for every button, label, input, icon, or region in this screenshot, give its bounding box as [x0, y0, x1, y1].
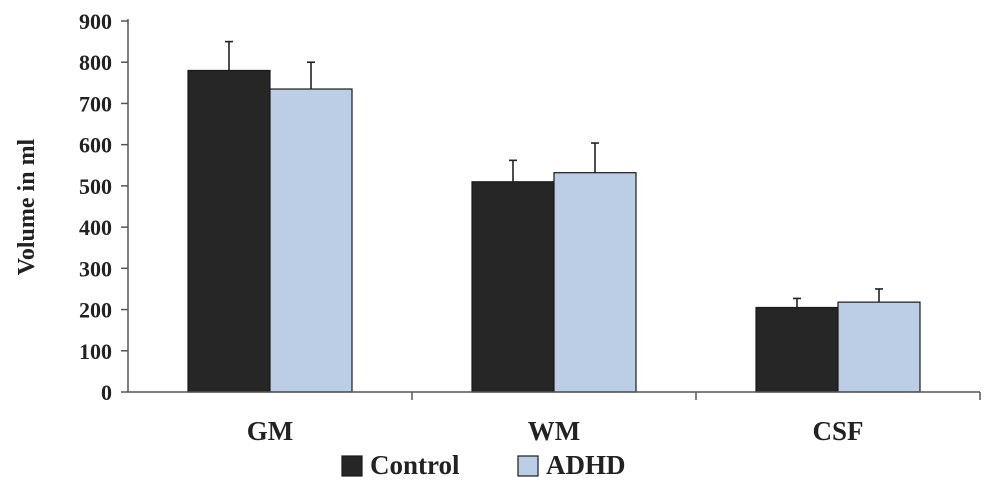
- y-tick-label: 100: [79, 339, 112, 364]
- x-category-label: CSF: [812, 416, 863, 446]
- x-category-label: WM: [528, 416, 580, 446]
- y-tick-label: 0: [101, 380, 112, 405]
- x-category-label: GM: [247, 416, 294, 446]
- y-tick-label: 300: [79, 256, 112, 281]
- y-axis-ticks: 0 100 200 300 400 500 600 700 800 900: [79, 9, 128, 405]
- y-axis-title: Volume in ml: [14, 138, 40, 275]
- bar-adhd-wm: [553, 172, 637, 393]
- legend-label-adhd: ADHD: [546, 450, 626, 480]
- bar-control-gm: [187, 69, 271, 393]
- bar-adhd-csf: [837, 301, 921, 393]
- legend-swatch-adhd: [517, 455, 539, 477]
- bar-adhd-gm: [269, 88, 353, 393]
- y-tick-label: 200: [79, 298, 112, 323]
- y-tick-label: 400: [79, 215, 112, 240]
- legend-label-control: Control: [370, 450, 460, 480]
- bar-control-wm: [471, 181, 555, 393]
- bar-control-csf: [755, 306, 839, 393]
- y-tick-label: 800: [79, 50, 112, 75]
- y-tick-label: 600: [79, 133, 112, 158]
- axes: [127, 19, 981, 400]
- legend-swatch-control: [341, 455, 363, 477]
- y-tick-label: 700: [79, 91, 112, 116]
- bars: [187, 40, 921, 393]
- x-axis-labels: GM WM CSF: [247, 416, 864, 446]
- y-tick-label: 500: [79, 174, 112, 199]
- y-tick-label: 900: [79, 9, 112, 34]
- legend: Control ADHD: [341, 450, 626, 480]
